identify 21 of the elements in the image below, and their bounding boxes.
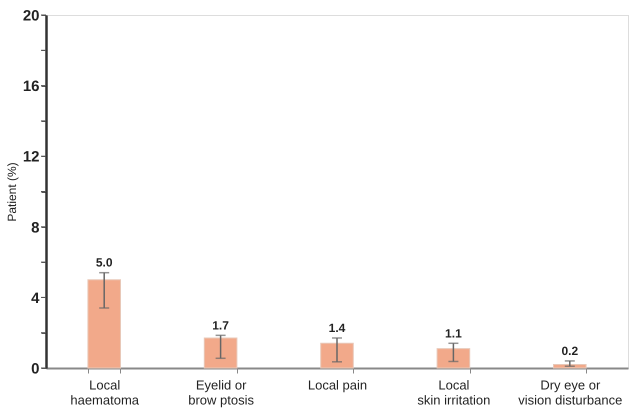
data-label: 1.1 — [445, 326, 462, 340]
data-label: 0.2 — [561, 344, 578, 358]
bar — [204, 337, 238, 368]
y-tick-label: 4 — [31, 290, 40, 307]
data-label: 5.0 — [96, 256, 113, 270]
x-tick-label: Local skin irritation — [417, 378, 490, 408]
x-tick-label: Eyelid or brow ptosis — [188, 378, 254, 408]
bar — [320, 342, 354, 368]
y-tick-label: 16 — [22, 78, 40, 96]
y-tick-label: 8 — [31, 219, 40, 236]
data-label: 1.7 — [212, 318, 230, 332]
x-tick-label: Local pain — [308, 378, 368, 392]
bar — [87, 279, 121, 368]
y-tick-label: 12 — [22, 148, 40, 166]
bar — [436, 348, 470, 368]
y-tick-label: 20 — [22, 8, 40, 24]
x-tick-label: Local haematoma — [70, 378, 140, 408]
x-tick-label: Dry eye or vision disturbance — [518, 378, 622, 408]
y-tick-label: 0 — [31, 360, 40, 378]
data-label: 1.4 — [328, 320, 346, 335]
y-axis-title: Patient (%) — [4, 162, 19, 222]
